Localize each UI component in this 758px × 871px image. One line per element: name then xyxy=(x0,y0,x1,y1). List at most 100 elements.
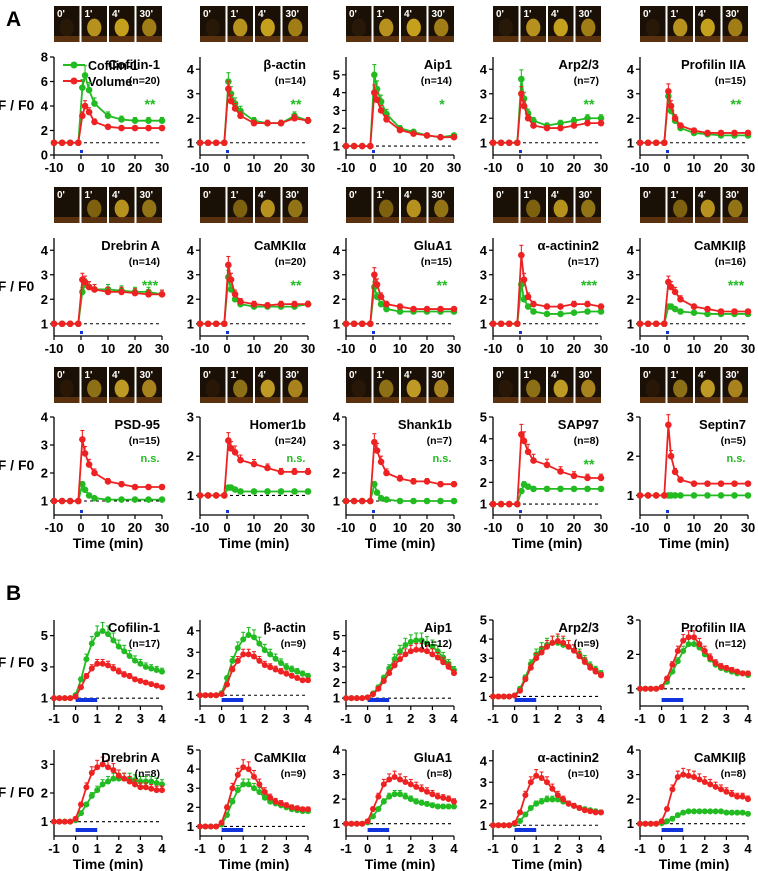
data-point xyxy=(196,492,204,499)
x-tick-label: 10 xyxy=(540,160,554,175)
sample-size: (n=20) xyxy=(275,256,306,268)
x-axis-label: Time (min) xyxy=(659,535,730,551)
data-point xyxy=(533,655,540,662)
data-point xyxy=(250,460,258,468)
spine-blob xyxy=(379,379,394,398)
data-point xyxy=(597,308,605,315)
data-point xyxy=(213,692,220,699)
dendrite-band xyxy=(346,217,372,223)
data-point xyxy=(79,84,86,91)
sample-size: (n=14) xyxy=(275,75,306,87)
y-tick-label: 3 xyxy=(480,453,487,468)
x-tick-label: 20 xyxy=(567,160,581,175)
y-axis-label: F / F0 xyxy=(0,654,34,670)
data-point xyxy=(264,302,271,309)
significance-mark: *** xyxy=(142,277,159,293)
y-tick-label: 2 xyxy=(333,792,340,807)
data-point xyxy=(91,118,98,126)
data-point xyxy=(158,124,166,132)
spine-blob xyxy=(351,199,366,218)
data-point xyxy=(524,483,532,490)
data-point xyxy=(131,496,139,503)
data-point xyxy=(570,117,578,124)
x-tick-label: 20 xyxy=(714,160,728,175)
spine-blob xyxy=(728,379,743,398)
y-tick-label: 1 xyxy=(627,488,634,503)
x-tick-label: 0 xyxy=(511,711,518,726)
data-point xyxy=(505,500,513,508)
data-point xyxy=(731,492,738,499)
time-label: 4' xyxy=(112,370,120,381)
data-point xyxy=(88,665,95,672)
y-tick-label: 3 xyxy=(333,103,340,118)
data-point xyxy=(518,251,525,259)
x-tick-label: 30 xyxy=(447,341,461,356)
data-point xyxy=(549,796,556,803)
data-point xyxy=(429,802,436,809)
chart-title: PSD-95 xyxy=(114,417,160,432)
data-point xyxy=(304,468,312,476)
time-label: 0' xyxy=(349,9,357,20)
data-point xyxy=(81,278,89,286)
y-axis-label: F / F0 xyxy=(0,97,34,113)
y-tick-label: 1 xyxy=(480,135,487,150)
spine-blob xyxy=(673,379,688,398)
significance-mark: ** xyxy=(731,96,742,112)
stimulation-bar xyxy=(80,331,83,334)
chart-title: Aip1 xyxy=(424,57,452,72)
time-label: 4' xyxy=(698,9,706,20)
y-tick-label: 1 xyxy=(187,819,194,834)
dendrite-band xyxy=(81,217,107,223)
data-point xyxy=(91,286,98,293)
significance-mark: ** xyxy=(584,456,595,472)
data-point xyxy=(267,664,274,671)
data-point xyxy=(364,818,371,825)
x-tick-label: -10 xyxy=(337,341,356,356)
x-tick-label: 20 xyxy=(420,160,434,175)
x-tick-label: 10 xyxy=(247,160,261,175)
data-point xyxy=(423,497,431,505)
y-tick-label: 3 xyxy=(480,775,487,790)
data-point xyxy=(674,647,681,654)
y-tick-label: 1 xyxy=(333,316,340,331)
data-point xyxy=(597,485,605,493)
data-point xyxy=(377,458,385,466)
data-point xyxy=(278,800,284,807)
data-point xyxy=(251,634,257,641)
data-point xyxy=(110,665,117,672)
data-point xyxy=(437,497,444,505)
chart-title: Aip1 xyxy=(424,620,452,635)
data-point xyxy=(397,656,403,663)
spine-blob xyxy=(233,199,248,218)
data-point xyxy=(731,129,738,137)
spine-blob xyxy=(728,199,743,218)
x-tick-label: 2 xyxy=(554,711,561,726)
time-label: 4' xyxy=(404,190,412,201)
dendrite-band xyxy=(200,397,226,403)
data-point xyxy=(380,798,387,805)
data-point xyxy=(437,133,444,141)
data-point xyxy=(386,670,393,677)
data-point xyxy=(744,492,752,499)
data-point xyxy=(229,785,236,792)
stimulation-bar xyxy=(372,510,375,513)
sample-size: (n=12) xyxy=(715,638,746,650)
data-point xyxy=(142,784,149,791)
chart-title: α-actinin2 xyxy=(538,750,599,765)
data-point xyxy=(350,320,358,328)
data-point xyxy=(91,469,98,477)
data-point xyxy=(690,492,698,499)
spine-blob xyxy=(288,18,303,37)
spine-blob xyxy=(142,199,157,218)
time-label: 0' xyxy=(57,370,65,381)
dendrite-band xyxy=(136,397,162,403)
data-point xyxy=(665,278,672,286)
data-point xyxy=(218,691,225,698)
data-point xyxy=(66,320,74,328)
series-volume xyxy=(196,432,312,499)
data-point xyxy=(500,822,507,829)
time-label: 1' xyxy=(377,190,385,201)
series-volume xyxy=(51,756,165,825)
